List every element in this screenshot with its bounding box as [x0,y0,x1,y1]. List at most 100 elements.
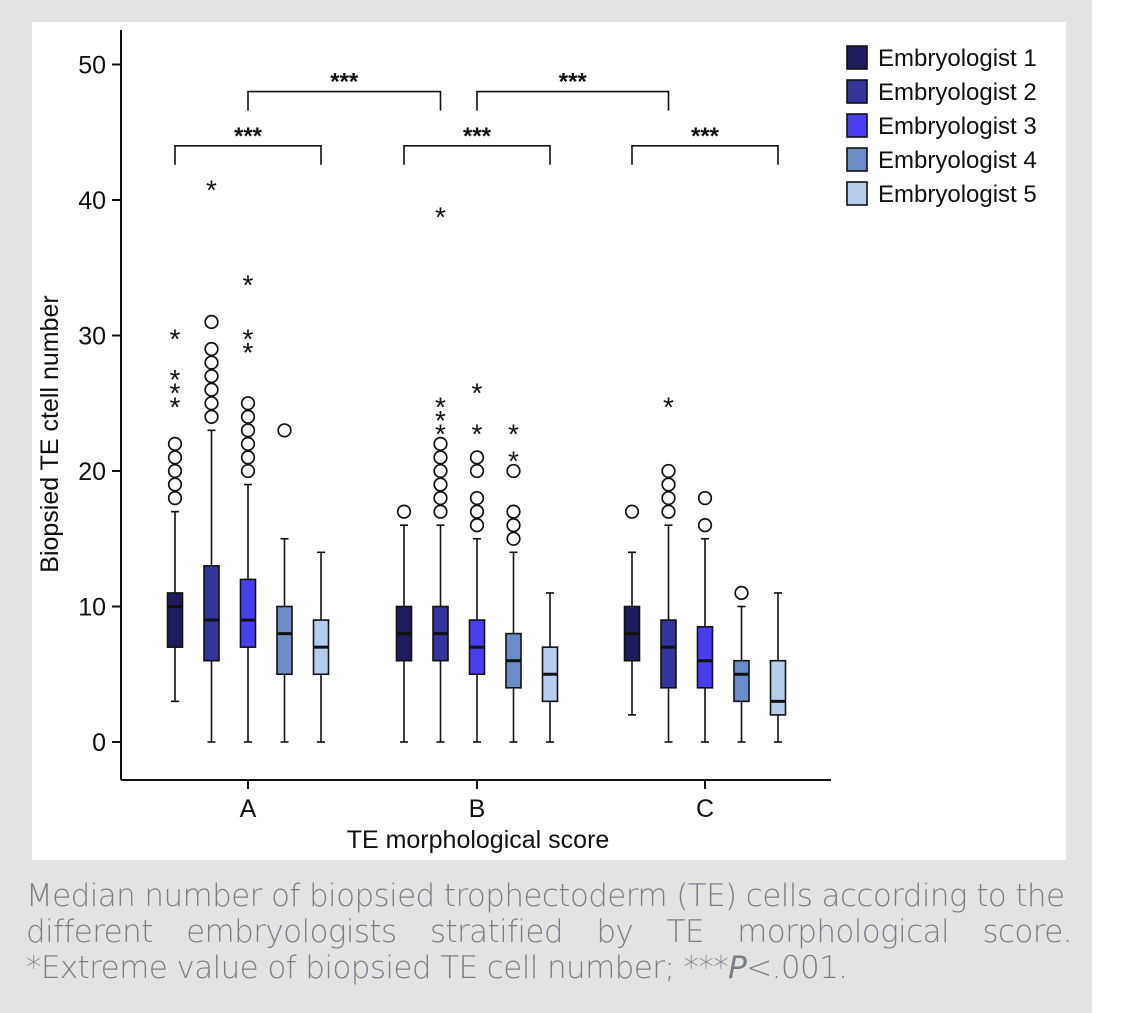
caption-word-5: TE [666,914,705,950]
box-B-2-outlier-3 [433,463,448,479]
box-B-4-extreme-0: * [508,445,519,476]
significance-bracket-2: *** [403,123,551,165]
y-tick-label-20: 20 [78,458,106,486]
box-C-4-outlier-0 [734,585,749,601]
box-B-4-outlier-1 [506,518,521,533]
box-A-1-outlier-2 [167,463,183,479]
box-C-2-outlier-2 [661,477,676,492]
box-C-3-iqr [696,626,714,689]
legend-label-2: Embryologist 2 [878,79,1037,106]
y-tick-label-50: 50 [78,52,106,80]
significance-label-5: *** [559,69,588,96]
significance-bracket-5: *** [476,69,670,111]
caption-word-4: by [596,914,634,950]
box-B-3-extreme-1: * [472,378,483,409]
significance-line-2 [403,145,551,165]
significance-bracket-1: *** [174,123,322,165]
box-B-2-extreme-1: * [435,405,446,436]
box-A-1-iqr [166,592,184,648]
significance-line-3 [631,145,779,165]
box-A-2-outlier-4 [204,355,219,370]
significance-label-3: *** [691,123,720,150]
box-A-2-extreme-0: * [206,174,217,205]
box-C-2-outlier-0 [661,504,676,519]
significance-line-5 [476,90,670,111]
box-A-2-iqr [203,565,220,662]
box-B-3-outlier-4 [469,450,485,465]
box-B-3-outlier-3 [469,463,485,479]
box-C-3-outlier-1 [697,490,713,506]
significance-bracket-4: *** [247,69,442,111]
box-A-3-outlier-1 [240,450,256,465]
y-tick-label-0: 0 [92,729,106,757]
x-axis-title: TE morphological score [347,826,610,854]
box-B-2-outlier-4 [433,450,448,465]
box-C-3 [696,490,714,743]
caption-word-6: morphological [737,914,950,950]
y-tick-label-10: 10 [78,594,106,622]
box-A-1-extreme-2: * [170,364,181,395]
figure-caption: Median number of biopsied trophectoderm … [26,878,1073,986]
caption-line-3: *Extreme value of biopsied TE cell numbe… [26,950,1072,986]
legend-item-3: Embryologist 3 [846,113,1037,140]
box-B-3-extreme-0: * [472,418,483,449]
caption-line-3-prefix: *Extreme value of biopsied TE cell numbe… [26,950,729,986]
legend-label-4: Embryologist 4 [878,147,1037,174]
caption-line-1: Median number of biopsied trophectoderm … [26,878,1065,914]
box-A-3-outlier-4 [240,409,256,424]
caption-word-3: stratified [429,914,564,950]
legend-label-3: Embryologist 3 [878,113,1037,140]
box-B-4-outlier-3 [506,463,521,479]
box-B-3-outlier-0 [469,518,485,533]
legend-label-1: Embryologist 1 [878,45,1037,72]
x-tick-label-C: C [696,795,714,823]
box-A-2-outlier-6 [204,314,219,330]
box-C-3-outlier-0 [697,518,713,533]
box-B-3: ** [468,378,486,743]
box-A-3-iqr [239,578,257,648]
legend-item-5: Embryologist 5 [846,181,1037,208]
box-C-2-extreme-0: * [663,391,674,422]
caption-line-3-suffix: <.001. [746,950,848,986]
y-axis-title: Biopsied TE ctell number [36,295,64,572]
x-tick-label-A: A [240,795,257,823]
box-A-3: *** [239,269,257,743]
box-A-2-outlier-5 [204,341,219,357]
box-A-2-outlier-3 [204,369,219,384]
caption-word-2: embryologists [186,914,397,950]
box-B-3-outlier-1 [469,504,485,519]
box-A-3-outlier-0 [240,463,256,479]
box-C-2-outlier-1 [661,490,676,506]
box-A-1-outlier-4 [167,436,183,452]
box-C-4-iqr [733,659,750,703]
box-C-2-iqr [660,619,677,689]
significance-label-2: *** [463,123,492,150]
box-A-3-extreme-0: * [243,337,254,368]
box-B-3-outlier-2 [469,490,485,506]
legend-label-5: Embryologist 5 [878,181,1037,208]
box-A-1-extreme-1: * [170,378,181,409]
box-A-4-iqr [276,605,293,676]
box-A-4 [276,423,293,743]
box-C-1 [623,504,641,716]
box-A-3-extreme-2: * [243,269,254,300]
box-C-5 [769,592,787,743]
legend-swatch-5 [846,181,868,206]
box-B-1-outlier-0 [396,504,412,519]
box-B-2-outlier-0 [433,504,448,519]
box-A-1-outlier-3 [167,450,183,465]
box-B-2-extreme-2: * [435,391,446,422]
box-A-1: **** [166,324,184,703]
box-B-4-outlier-2 [506,504,521,519]
box-A-1-extreme-3: * [170,324,181,355]
box-A-3-outlier-2 [240,436,256,452]
significance-label-4: *** [330,69,359,96]
box-B-1 [395,504,413,743]
legend-item-4: Embryologist 4 [846,147,1037,174]
box-C-5-iqr [769,659,787,716]
box-A-1-extreme-0: * [170,391,181,422]
box-A-5 [312,551,330,743]
legend-swatch-1 [846,45,868,70]
